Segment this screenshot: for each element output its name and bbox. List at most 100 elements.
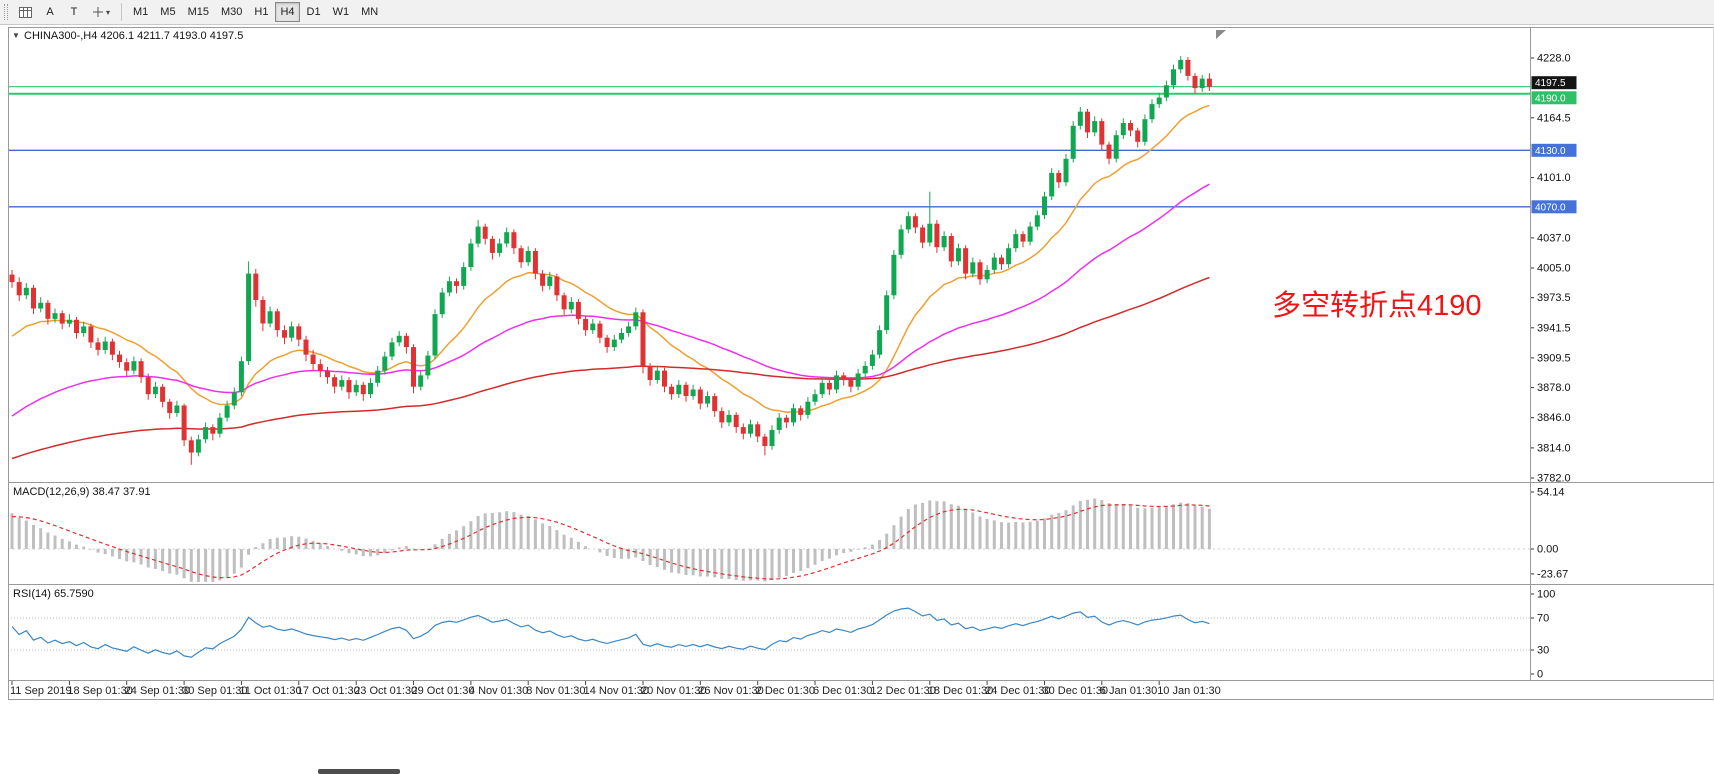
candle-body [332,377,338,387]
toolbar-grip[interactable] [4,4,8,20]
candle-body [927,223,933,243]
candle-body [195,439,201,453]
candle-body [375,370,381,383]
macd-axis-label: 0.00 [1537,544,1558,556]
time-axis-label: 20 Nov 01:30 [641,685,706,697]
candle-body [762,436,768,446]
moving-average-lines [11,104,1210,460]
candle-body [425,355,431,376]
price-badge-label: 4190.0 [1535,93,1566,104]
timeframe-button-d1[interactable]: D1 [302,2,326,22]
candle-body [346,380,352,393]
time-axis-label: 24 Dec 01:30 [985,685,1050,697]
candle-body [697,389,703,404]
candle-body [905,216,911,230]
candle-body [1070,125,1076,159]
candle-body [791,408,796,423]
candle-body [755,424,761,437]
candle-body [941,236,947,248]
candle-body [396,335,402,343]
candle-body [23,287,29,296]
candle-body [826,382,832,390]
candle-body [339,380,345,387]
rsi-axis-label: 30 [1537,645,1549,657]
candle-body [1206,78,1212,87]
candle-body [489,238,495,253]
candle-body [246,273,252,362]
timeframe-button-m15[interactable]: M15 [183,2,214,22]
macd-panel [8,498,1530,582]
candle-body [1077,111,1083,126]
candle-body [748,424,753,434]
candle-body [1056,172,1062,183]
chart-shift-marker[interactable] [1216,30,1226,39]
candle-body [389,342,395,357]
candle-body [497,243,503,253]
chart-area[interactable]: 4228.0 4164.5 4101.0 4037.0 4005.0 3973.5 3941… [0,25,1714,700]
candle-body [475,226,481,244]
candle-body [160,386,166,402]
candle-body [898,229,904,255]
candle-body [561,295,567,310]
candle-body [1199,78,1205,89]
candle-body [167,401,173,413]
candle-body [1049,172,1055,197]
candlestick-series [9,56,1212,465]
candle-body [719,411,725,423]
candle-body [117,354,122,363]
time-axis-label: 30 Dec 01:30 [1043,685,1108,697]
timeframe-button-m5[interactable]: M5 [155,2,180,22]
candle-body [124,362,130,371]
timeframe-button-m30[interactable]: M30 [216,2,247,22]
timeframe-button-h1[interactable]: H1 [249,2,273,22]
price-axis-label: 4164.5 [1537,112,1571,124]
candle-body [862,365,868,374]
candle-body [1034,215,1040,227]
candle-body [353,384,359,393]
shapes-dropdown-button[interactable]: ▾ [87,2,115,22]
price-axis-label: 4228.0 [1537,53,1571,65]
candle-body [260,300,266,324]
candle-body [439,292,445,315]
candle-body [188,440,194,453]
candle-body [446,281,452,293]
panel-borders [8,27,1714,700]
candle-body [382,356,388,371]
time-axis-label: 12 Dec 01:30 [870,685,935,697]
candle-body [604,337,610,348]
timeframe-button-m1[interactable]: M1 [128,2,153,22]
candle-body [267,311,273,324]
rsi-axis-label: 100 [1537,589,1555,601]
rsi-axis-label: 0 [1537,669,1543,681]
candle-body [869,354,875,366]
candle-body [1192,75,1198,89]
candle-body [317,364,323,371]
ma-16-line [11,104,1210,413]
time-axis-label: 10 Jan 01:30 [1157,685,1221,697]
horizontal-scrollbar-thumb[interactable] [318,769,400,774]
chart-menu-icon[interactable]: ▼ [12,31,20,40]
candle-body [59,313,65,324]
timeframe-button-w1[interactable]: W1 [328,2,355,22]
candle-body [52,313,58,319]
tool-button-a[interactable]: A [39,2,61,22]
time-axis-label: 18 Sep 01:30 [67,685,132,697]
time-axis-label: 11 Sep 2019 [10,685,72,697]
candle-body [9,274,15,283]
candle-body [948,236,954,262]
candle-body [1006,248,1012,265]
timeframe-button-h4[interactable]: H4 [275,2,300,22]
tool-button-t[interactable]: T [63,2,85,22]
chart-window-button[interactable] [14,2,37,22]
candle-body [454,281,459,286]
candle-body [1163,85,1169,98]
ma-140-line [11,276,1210,460]
grid-icon [19,6,32,18]
timeframe-button-mn[interactable]: MN [356,2,383,22]
price-badge-label: 4130.0 [1535,146,1566,157]
time-axis-label: 23 Oct 01:30 [354,685,417,697]
price-badge-label: 4197.5 [1535,78,1566,89]
horizontal-line-objects [8,86,1530,208]
macd-label: MACD(12,26,9) 38.47 37.91 [13,486,151,498]
